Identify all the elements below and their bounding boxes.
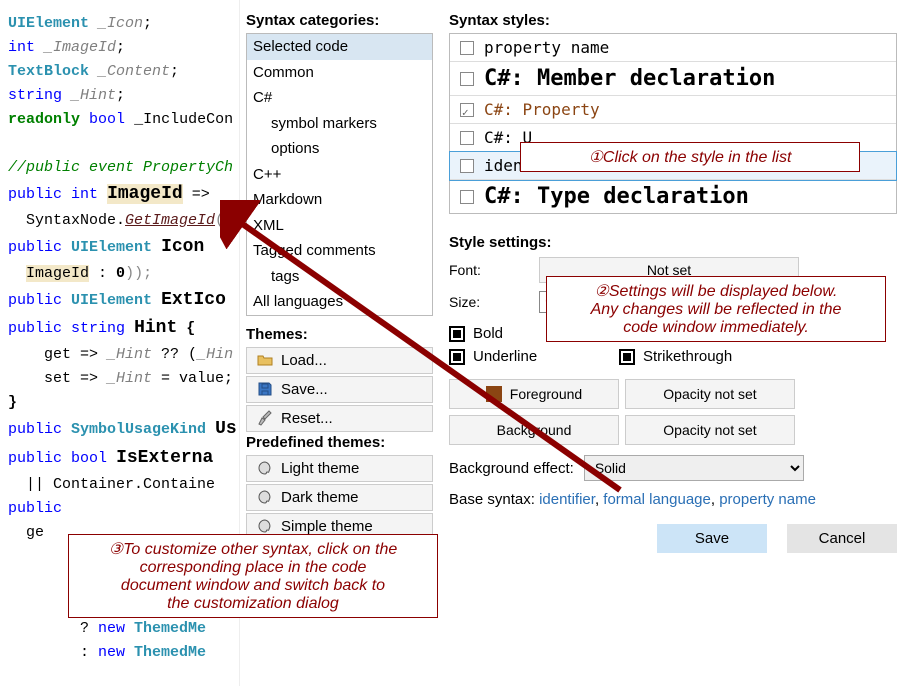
theme-simple-theme-button[interactable]: Simple theme	[246, 513, 433, 540]
base-syntax-link[interactable]: formal language	[603, 491, 711, 508]
syntax-categories-heading: Syntax categories:	[246, 12, 433, 29]
checkbox-icon	[460, 72, 474, 86]
theme-actions: Load...Save...Reset...	[246, 347, 433, 432]
checkbox-icon	[460, 190, 474, 204]
category-item[interactable]: symbol markers	[247, 111, 432, 137]
style-heading: C#: Member declaration	[450, 62, 896, 96]
save-button[interactable]: Save	[657, 524, 767, 553]
base-syntax-link[interactable]: identifier	[539, 491, 595, 508]
italic-checkbox[interactable]: Italic	[619, 325, 799, 342]
style-item[interactable]: C#: U	[450, 124, 896, 152]
style-label: C#: Member declaration	[484, 66, 775, 91]
bold-checkbox[interactable]: Bold	[449, 325, 599, 342]
style-label: property name	[484, 38, 609, 57]
palette-icon	[257, 518, 273, 534]
size-decrement-button[interactable]: −	[539, 291, 561, 313]
checkbox-icon	[460, 41, 474, 55]
style-item[interactable]: property name	[450, 34, 896, 62]
style-settings: Style settings: Font: Not set Size: − + …	[449, 234, 897, 553]
syntax-styles-heading: Syntax styles:	[449, 12, 897, 29]
syntax-categories-list[interactable]: Selected codeCommonC#symbol markersoptio…	[246, 33, 433, 316]
style-heading: C#: Type declaration	[450, 180, 896, 213]
category-item[interactable]: Tagged comments	[247, 238, 432, 264]
checkbox-icon	[460, 159, 474, 173]
palette-icon	[257, 460, 273, 476]
base-syntax-link[interactable]: property name	[719, 491, 816, 508]
strikethrough-checkbox[interactable]: Strikethrough	[619, 348, 799, 365]
checkbox-icon	[460, 131, 474, 145]
load-button[interactable]: Load...	[246, 347, 433, 374]
category-item[interactable]: All languages	[247, 289, 432, 315]
size-increment-button[interactable]: +	[605, 291, 627, 313]
cancel-button[interactable]: Cancel	[787, 524, 897, 553]
font-button[interactable]: Not set	[539, 257, 799, 283]
folder-icon	[257, 352, 273, 368]
style-checks: Bold Italic Underline Strikethrough	[449, 325, 897, 365]
center-panel: Syntax categories: Selected codeCommonC#…	[239, 0, 439, 686]
base-syntax-row: Base syntax: identifier, formal language…	[449, 491, 897, 508]
syntax-styles-list[interactable]: property name C#: Member declaration C#: P…	[449, 33, 897, 214]
category-item[interactable]: C++	[247, 162, 432, 188]
size-stepper[interactable]: − +	[539, 291, 897, 313]
style-settings-heading: Style settings:	[449, 234, 897, 251]
style-item[interactable]: identifier	[450, 152, 896, 180]
style-label: identifier	[484, 156, 580, 175]
checkbox-icon	[619, 326, 635, 342]
background-button[interactable]: Background	[449, 415, 619, 445]
save-button[interactable]: Save...	[246, 376, 433, 403]
foreground-opacity-button[interactable]: Opacity not set	[625, 379, 795, 409]
brush-icon	[257, 410, 273, 426]
theme-light-theme-button[interactable]: Light theme	[246, 455, 433, 482]
foreground-button[interactable]: Foreground	[449, 379, 619, 409]
category-item[interactable]: tags	[247, 264, 432, 290]
category-item[interactable]: C#	[247, 85, 432, 111]
style-label: C#: Property	[484, 100, 600, 119]
category-item[interactable]: Markdown	[247, 187, 432, 213]
foreground-swatch-icon	[486, 386, 502, 402]
checkbox-icon	[449, 326, 465, 342]
checkbox-icon	[449, 349, 465, 365]
underline-checkbox[interactable]: Underline	[449, 348, 599, 365]
category-item[interactable]: options	[247, 136, 432, 162]
background-effect-label: Background effect:	[449, 460, 574, 477]
disk-icon	[257, 381, 273, 397]
size-label: Size:	[449, 294, 529, 310]
themes-heading: Themes:	[246, 326, 433, 343]
background-opacity-button[interactable]: Opacity not set	[625, 415, 795, 445]
size-input[interactable]	[563, 291, 603, 313]
category-item[interactable]: Selected code	[247, 34, 432, 60]
background-effect-select[interactable]: Solid	[584, 455, 804, 481]
reset-button[interactable]: Reset...	[246, 405, 433, 432]
checkbox-icon	[619, 349, 635, 365]
predefined-themes-heading: Predefined themes:	[246, 434, 433, 451]
code-preview[interactable]: UIElement _Icon;int _ImageId;TextBlock _…	[0, 0, 239, 686]
category-item[interactable]: Common	[247, 60, 432, 86]
right-panel: Syntax styles: property name C#: Member d…	[439, 0, 907, 686]
category-item[interactable]: XML	[247, 213, 432, 239]
predefined-themes: Light themeDark themeSimple theme	[246, 455, 433, 540]
style-item[interactable]: C#: Property	[450, 96, 896, 124]
palette-icon	[257, 489, 273, 505]
font-label: Font:	[449, 262, 529, 278]
theme-dark-theme-button[interactable]: Dark theme	[246, 484, 433, 511]
checkbox-icon	[460, 103, 474, 117]
base-syntax-label: Base syntax:	[449, 491, 535, 508]
style-label: C#: Type declaration	[484, 184, 749, 209]
style-label: C#: U	[484, 128, 532, 147]
